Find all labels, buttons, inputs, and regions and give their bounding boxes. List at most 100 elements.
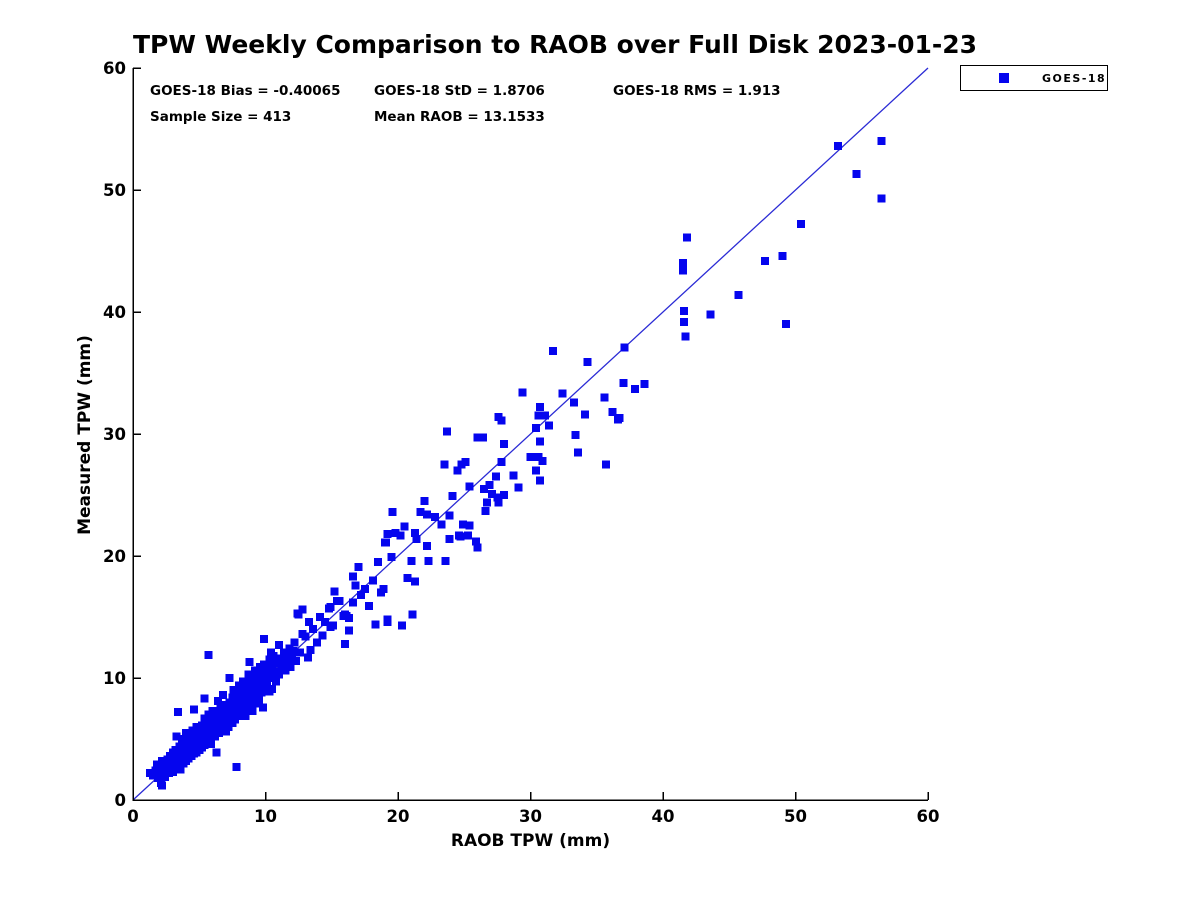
scatter-point [225,674,234,682]
scatter-point [207,739,216,748]
scatter-point [538,456,547,465]
scatter-point [383,530,392,539]
scatter-point [313,638,322,647]
y-axis-label: Measured TPW (mm) [75,335,95,535]
scatter-point [274,641,283,650]
scatter-point [761,256,770,265]
scatter-point [681,332,690,341]
scatter-point [273,659,282,668]
scatter-point [407,556,416,565]
scatter-point [284,658,293,667]
scatter-point [682,233,691,242]
scatter-point [290,638,299,647]
scatter-point [266,674,275,682]
scatter-point [485,481,494,490]
x-tick-label: 60 [917,807,940,826]
scatter-point [236,682,245,691]
scatter-point [445,534,454,543]
scatter-point [196,730,205,739]
scatter-point [291,656,300,665]
scatter-point [321,617,330,626]
scatter-point [260,634,269,643]
y-tick-label: 40 [103,303,126,322]
scatter-point [497,416,506,425]
x-tick-label: 40 [652,807,675,826]
scatter-point [465,482,474,491]
scatter-point [833,142,842,151]
scatter-point [464,531,473,540]
scatter-point [315,613,324,621]
scatter-point [445,511,454,520]
scatter-point [335,597,344,606]
scatter-point [400,522,409,531]
scatter-point [472,537,481,546]
scatter-point [282,650,291,659]
scatter-point [678,259,687,268]
scatter-point [240,688,249,697]
stat-bias: GOES-18 Bias = -0.40065 [150,83,341,99]
scatter-point [325,604,334,613]
scatter-point [172,732,181,741]
x-tick-label: 10 [254,807,277,826]
scatter-point [257,669,266,678]
scatter-point [204,650,213,659]
scatter-point [341,639,349,648]
scatter-point [478,433,487,442]
scatter-point [541,411,550,420]
scatter-point [613,415,622,424]
scatter-point [227,704,236,713]
scatter-point [619,378,628,387]
scatter-point [494,498,503,507]
scatter-point [535,403,544,412]
scatter-point [549,347,558,356]
scatter-point [289,647,298,656]
scatter-point [473,543,482,552]
scatter-point [678,266,687,275]
scatter-point [241,711,250,720]
legend-box: GOES-18 [960,65,1108,91]
scatter-point [326,622,335,631]
scatter-point [276,654,285,663]
scatter-point [571,431,580,440]
scatter-point [229,687,238,696]
scatter-point [344,626,353,635]
scatter-point [212,748,221,757]
chart-title: TPW Weekly Comparison to RAOB over Full … [133,30,978,59]
scatter-point [301,632,310,641]
scatter-point [493,493,502,502]
stat-rms: GOES-18 RMS = 1.913 [613,83,781,99]
scatter-point [514,483,523,492]
scatter-point [225,698,234,707]
scatter-point [852,170,861,179]
scatter-point [260,660,269,669]
scatter-point [424,556,433,565]
stat-sample-size: Sample Size = 413 [150,109,292,125]
scatter-point [262,665,271,674]
scatter-point [778,251,787,260]
x-tick-label: 20 [387,807,410,826]
stat-mean-raob: Mean RAOB = 13.1533 [374,109,545,125]
x-tick-label: 0 [127,807,138,826]
scatter-point [278,660,287,669]
scatter-point [488,489,497,498]
scatter-point [453,466,462,475]
scatter-point [388,508,397,517]
scatter-point [257,688,266,697]
scatter-point [473,433,482,442]
scatter-point [364,602,373,611]
scatter-point [640,379,649,388]
scatter-point [146,769,155,778]
scatter-point [162,764,171,773]
scatter-point [383,617,392,626]
scatter-point [348,598,357,607]
scatter-point [295,648,304,657]
scatter-point [481,506,490,515]
scatter-point [303,653,312,662]
scatter-point [420,497,429,506]
x-axis-label: RAOB TPW (mm) [450,831,611,851]
scatter-point [631,384,640,393]
y-tick-label: 50 [103,181,126,200]
scatter-point [558,389,567,398]
scatter-point [411,577,420,586]
scatter-point [570,398,579,407]
